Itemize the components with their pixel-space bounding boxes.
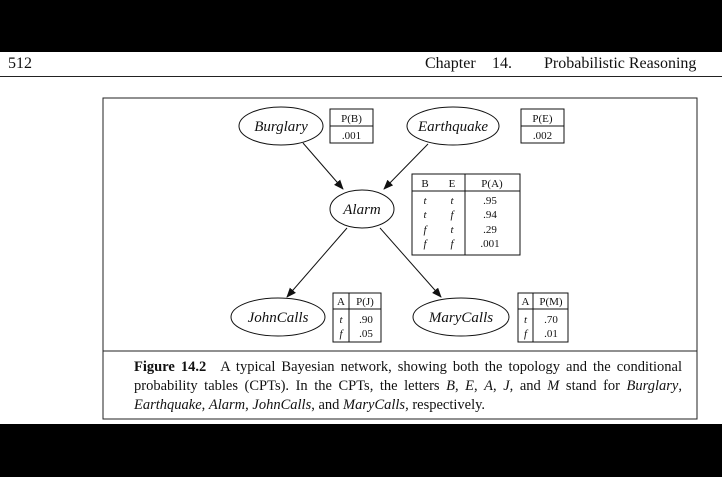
- edge-alarm-johncalls: [286, 227, 348, 298]
- caption-letter: B: [446, 378, 455, 394]
- cpt-alarm-cell: .29: [483, 224, 497, 236]
- node-earthquake: Earthquake: [406, 106, 500, 146]
- caption-name: JohnCalls: [252, 397, 312, 413]
- caption-text-a: A typical Bayesian network, showing both…: [134, 359, 682, 394]
- cpt-marycalls: A P(M) t .70 f .01: [517, 292, 569, 343]
- caption-text-b: stand for: [559, 378, 627, 394]
- figure-caption: Figure 14.2 A typical Bayesian network, s…: [134, 358, 682, 415]
- node-alarm-label: Alarm: [342, 202, 381, 218]
- cpt-burglary-header: P(B): [341, 113, 362, 125]
- cpt-mary-cell: t: [524, 314, 528, 326]
- caption-name: Earthquake: [134, 397, 202, 413]
- cpt-john-cell: t: [339, 314, 343, 326]
- cpt-alarm-header-pa: P(A): [481, 178, 503, 190]
- cpt-burglary: P(B) .001: [329, 108, 374, 144]
- cpt-alarm-cell: t: [423, 209, 427, 221]
- cpt-alarm-cell: .94: [483, 209, 497, 221]
- cpt-alarm-header-e: E: [449, 178, 456, 190]
- node-marycalls: MaryCalls: [412, 297, 510, 337]
- cpt-alarm-cell: f: [450, 238, 455, 250]
- cpt-earthquake-value: .002: [533, 130, 552, 142]
- node-burglary: Burglary: [238, 106, 324, 146]
- chapter-title: Probabilistic Reasoning: [544, 55, 697, 72]
- caption-name: Burglary: [626, 378, 679, 394]
- edge-burglary-alarm: [302, 142, 344, 190]
- caption-letter: E: [465, 378, 474, 394]
- caption-letter: M: [547, 378, 560, 394]
- caption-label: Figure 14.2: [134, 359, 207, 375]
- cpt-mary-cell: .70: [544, 314, 558, 326]
- node-alarm: Alarm: [329, 189, 395, 229]
- cpt-alarm-cell: f: [450, 209, 455, 221]
- cpt-mary-header-a: A: [522, 296, 530, 308]
- book-page: 512 Chapter 14. Probabilistic Reasoning …: [0, 52, 722, 424]
- node-burglary-label: Burglary: [254, 119, 308, 135]
- cpt-john-header-a: A: [337, 296, 345, 308]
- caption-name: MaryCalls: [343, 397, 406, 413]
- cpt-alarm-cell: f: [423, 224, 428, 236]
- bayesian-network-figure: Burglary Earthquake Alarm JohnCalls Mary…: [102, 97, 698, 420]
- cpt-burglary-value: .001: [342, 130, 361, 142]
- cpt-mary-cell: .01: [544, 328, 558, 340]
- cpt-john-header-pj: P(J): [356, 296, 374, 308]
- cpt-alarm-cell: t: [450, 195, 454, 207]
- node-johncalls-label: JohnCalls: [248, 310, 309, 326]
- node-johncalls: JohnCalls: [230, 297, 326, 337]
- caption-name: Alarm: [208, 397, 246, 413]
- caption-text: A typical Bayesian network, showing both…: [134, 359, 682, 413]
- node-earthquake-label: Earthquake: [417, 119, 488, 135]
- cpt-alarm-cell: .001: [480, 238, 499, 250]
- edge-alarm-marycalls: [379, 227, 442, 298]
- caption-letter: A: [484, 378, 494, 394]
- cpt-earthquake: P(E) .002: [520, 108, 565, 144]
- cpt-alarm-header-b: B: [421, 178, 428, 190]
- chapter-number: 14.: [492, 55, 512, 72]
- cpt-alarm-cell: f: [423, 238, 428, 250]
- figure-frame: [102, 97, 698, 420]
- edge-earthquake-alarm: [383, 143, 429, 190]
- cpt-alarm-cell: .95: [483, 195, 497, 207]
- cpt-mary-header-pm: P(M): [539, 296, 563, 308]
- cpt-alarm: B E P(A) t t .95 t f .94 f t .29 f f .00…: [411, 173, 521, 256]
- cpt-johncalls: A P(J) t .90 f .05: [332, 292, 382, 343]
- cpt-mary-cell: f: [524, 328, 529, 340]
- cpt-alarm-cell: t: [450, 224, 454, 236]
- chapter-label: Chapter: [425, 55, 476, 72]
- cpt-earthquake-header: P(E): [532, 113, 553, 125]
- page-number: 512: [8, 55, 32, 72]
- caption-letter: J: [503, 378, 510, 394]
- cpt-john-cell: .05: [359, 328, 373, 340]
- caption-and: and: [519, 378, 541, 394]
- cpt-john-cell: f: [339, 328, 344, 340]
- header-rule: [0, 76, 722, 77]
- cpt-alarm-cell: t: [423, 195, 427, 207]
- caption-text-end: , respectively.: [405, 397, 486, 413]
- cpt-john-cell: .90: [359, 314, 373, 326]
- node-marycalls-label: MaryCalls: [428, 310, 493, 326]
- caption-and: and: [318, 397, 340, 413]
